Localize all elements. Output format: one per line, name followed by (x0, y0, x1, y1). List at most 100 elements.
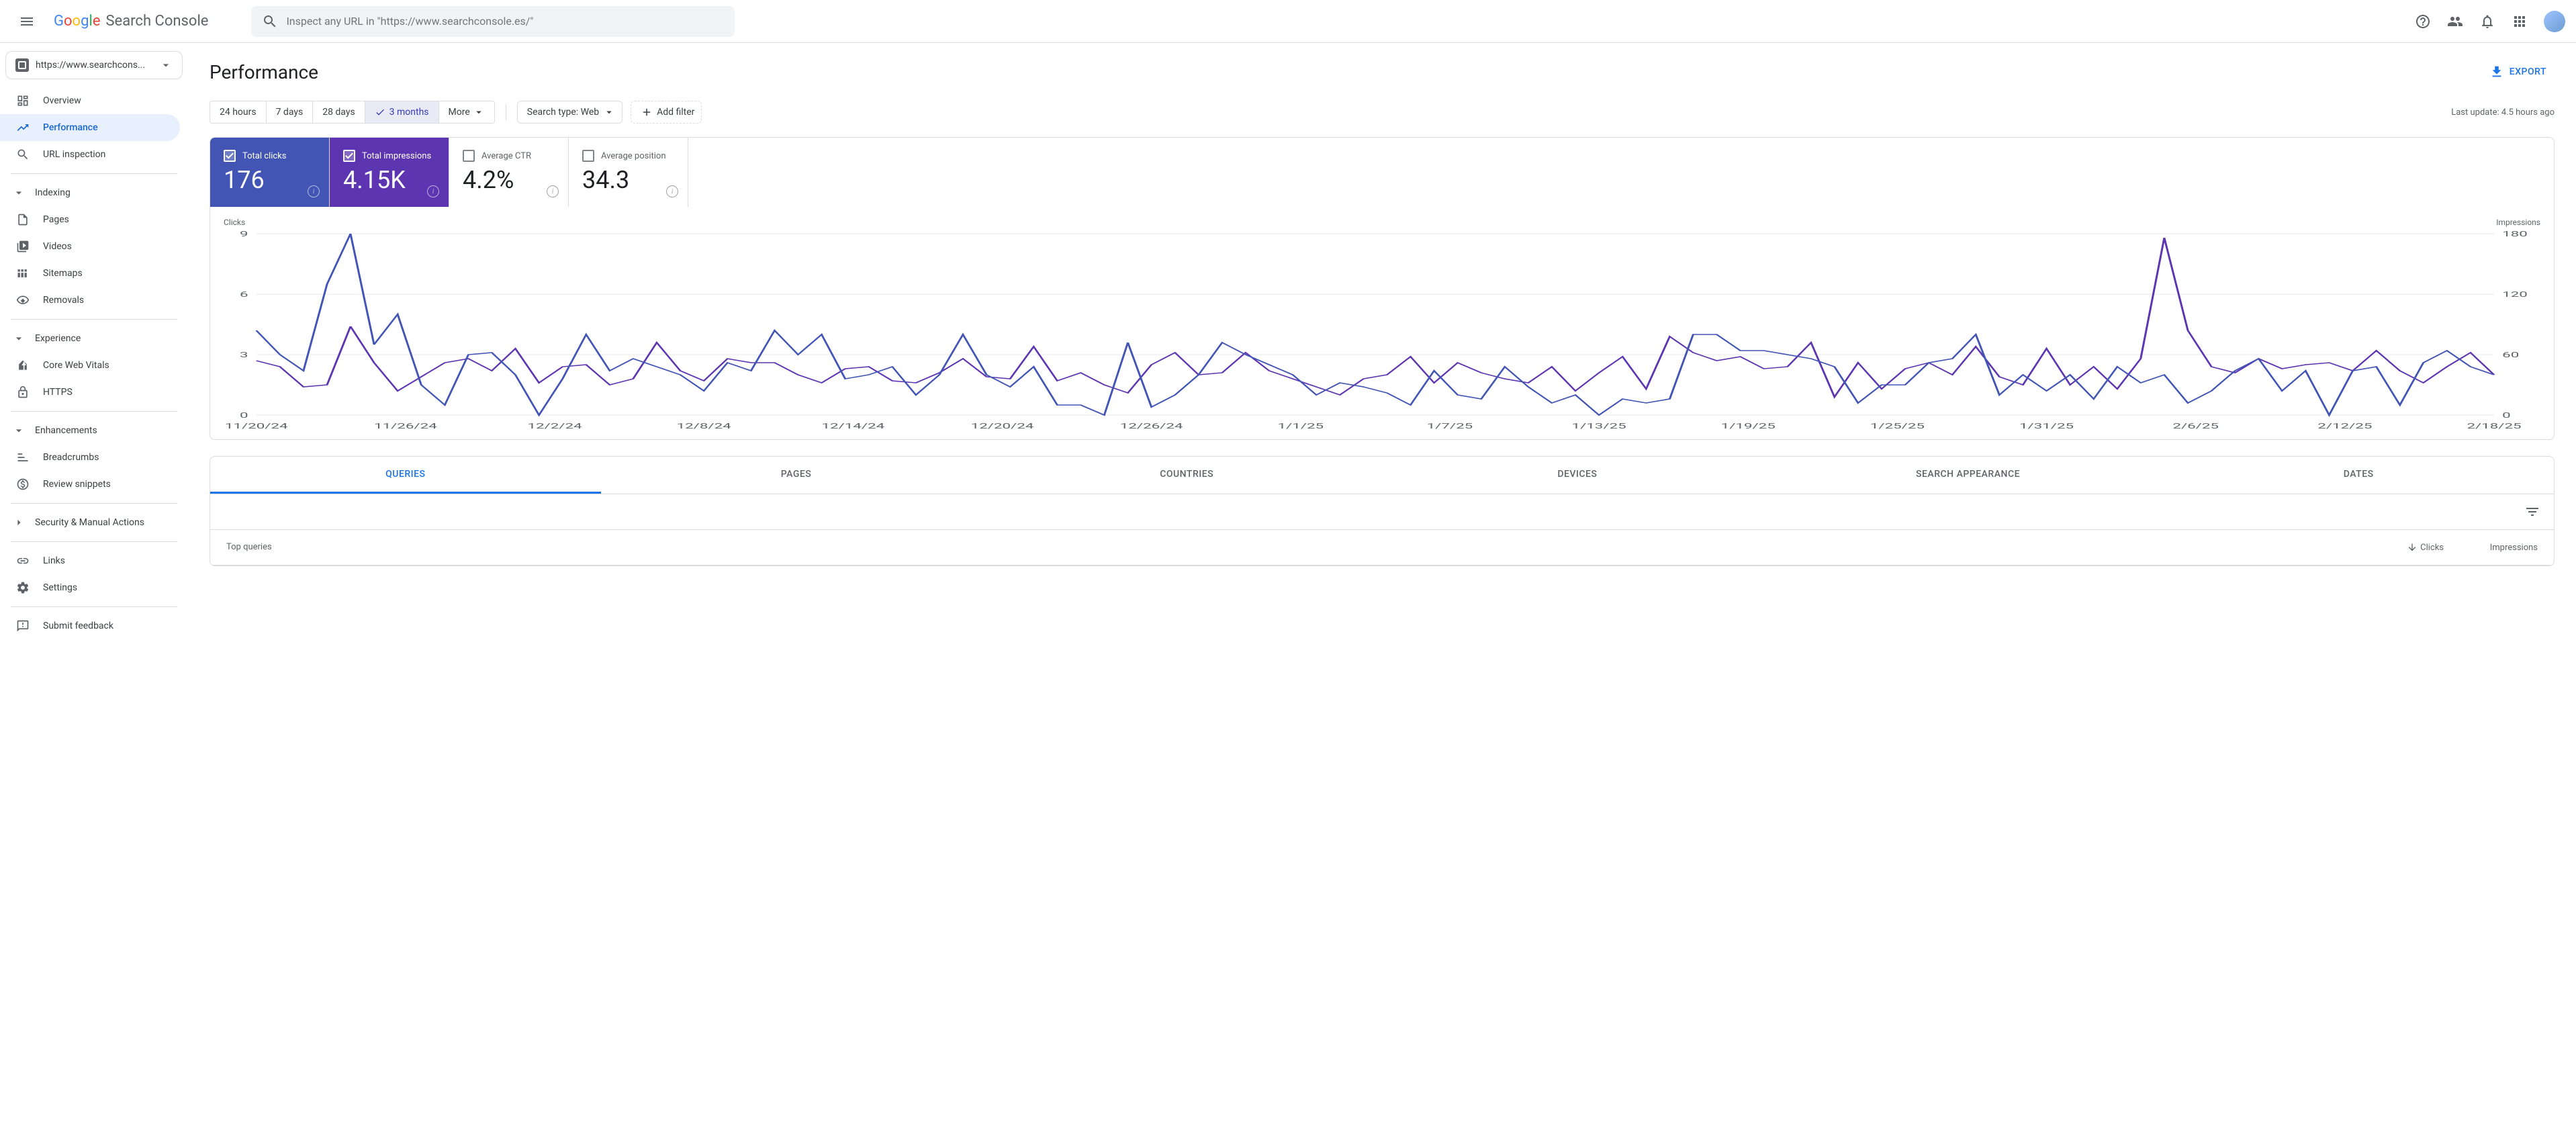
column-header-query: Top queries (226, 542, 2350, 553)
nav-settings[interactable]: Settings (0, 574, 180, 601)
review-icon (16, 478, 30, 491)
svg-text:12/26/24: 12/26/24 (1120, 422, 1183, 431)
nav-label: Submit feedback (43, 621, 113, 631)
metric-average-ctr[interactable]: Average CTR 4.2% i (449, 138, 569, 207)
nav-sitemaps[interactable]: Sitemaps (0, 260, 180, 287)
nav-submit-feedback[interactable]: Submit feedback (0, 613, 180, 639)
svg-text:0: 0 (2502, 412, 2511, 420)
column-header-impressions[interactable]: Impressions (2444, 542, 2538, 553)
nav-label: URL inspection (43, 149, 105, 160)
info-icon[interactable]: i (547, 185, 559, 197)
checkbox-checked-icon (343, 150, 355, 162)
nav-videos[interactable]: Videos (0, 233, 180, 260)
header-actions (2409, 8, 2565, 35)
nav-breadcrumbs[interactable]: Breadcrumbs (0, 444, 180, 471)
svg-text:1/31/25: 1/31/25 (2019, 422, 2074, 431)
segment-3m[interactable]: 3 months (365, 101, 439, 123)
metric-total-clicks[interactable]: Total clicks 176 i (210, 138, 330, 207)
nav-url-inspection[interactable]: URL inspection (0, 141, 180, 168)
nav-section-experience[interactable]: Experience (0, 325, 188, 352)
tab-search-appearance[interactable]: SEARCH APPEARANCE (1773, 457, 2164, 494)
segment-label: 3 months (389, 107, 429, 118)
chart-axis-titles: Clicks Impressions (224, 218, 2540, 227)
nav-section-enhancements[interactable]: Enhancements (0, 417, 188, 444)
nav-pages[interactable]: Pages (0, 206, 180, 233)
info-icon[interactable]: i (427, 185, 439, 197)
nav-section-security[interactable]: Security & Manual Actions (0, 509, 188, 536)
search-type-chip[interactable]: Search type: Web (517, 101, 623, 124)
users-button[interactable] (2442, 8, 2469, 35)
url-inspect-input[interactable] (251, 6, 735, 37)
nav-core-web-vitals[interactable]: Core Web Vitals (0, 352, 180, 379)
page-header: Performance EXPORT (210, 59, 2555, 85)
tab-queries[interactable]: QUERIES (210, 457, 601, 494)
tab-countries[interactable]: COUNTRIES (991, 457, 1382, 494)
divider (11, 319, 177, 320)
nav-label: Core Web Vitals (43, 360, 109, 371)
export-button[interactable]: EXPORT (2481, 59, 2555, 85)
property-selector[interactable]: https://www.searchcons... (5, 51, 183, 79)
segment-more[interactable]: More (439, 101, 494, 123)
info-icon[interactable]: i (308, 185, 320, 197)
date-range-segments: 24 hours 7 days 28 days 3 months More (210, 101, 495, 124)
svg-text:9: 9 (240, 230, 248, 239)
column-label: Clicks (2420, 543, 2444, 553)
sidebar: https://www.searchcons... Overview Perfo… (0, 43, 188, 1123)
nav-label: Videos (43, 241, 72, 252)
main-menu-button[interactable] (11, 5, 43, 38)
chevron-down-icon (12, 186, 26, 199)
dimension-tabs: QUERIES PAGES COUNTRIES DEVICES SEARCH A… (210, 457, 2554, 494)
svg-text:3: 3 (240, 351, 248, 360)
column-header-clicks[interactable]: Clicks (2350, 542, 2444, 553)
notifications-button[interactable] (2474, 8, 2501, 35)
sort-descending-icon (2407, 542, 2418, 553)
nav-links[interactable]: Links (0, 547, 180, 574)
tab-devices[interactable]: DEVICES (1382, 457, 1773, 494)
segment-28d[interactable]: 28 days (313, 101, 365, 123)
metric-value: 176 (224, 166, 316, 195)
filter-table-button[interactable] (2524, 504, 2540, 520)
line-chart[interactable]: 003606120918011/20/2411/26/2412/2/2412/8… (224, 230, 2540, 431)
app-header: Google Search Console (0, 0, 2576, 43)
property-url: https://www.searchcons... (36, 60, 152, 71)
metric-checkbox-row: Average position (582, 150, 674, 162)
svg-text:12/2/24: 12/2/24 (527, 422, 582, 431)
nav-review-snippets[interactable]: Review snippets (0, 471, 180, 498)
svg-text:1/19/25: 1/19/25 (1721, 422, 1776, 431)
segment-24h[interactable]: 24 hours (210, 101, 267, 123)
metric-average-position[interactable]: Average position 34.3 i (569, 138, 688, 207)
nav-removals[interactable]: Removals (0, 287, 180, 314)
feedback-icon (16, 619, 30, 633)
nav-section-indexing[interactable]: Indexing (0, 179, 188, 206)
nav-overview[interactable]: Overview (0, 87, 180, 114)
checkbox-checked-icon (224, 150, 236, 162)
nav-label: Settings (43, 582, 77, 593)
nav-section-label: Security & Manual Actions (35, 517, 144, 528)
nav-performance[interactable]: Performance (0, 114, 180, 141)
info-icon[interactable]: i (666, 185, 678, 197)
svg-text:1/25/25: 1/25/25 (1870, 422, 1925, 431)
logo[interactable]: Google Search Console (54, 13, 208, 30)
chart-container: Clicks Impressions 003606120918011/20/24… (210, 207, 2554, 439)
performance-chart-card: Total clicks 176 i Total impressions 4.1… (210, 137, 2555, 440)
apps-button[interactable] (2506, 8, 2533, 35)
add-filter-button[interactable]: Add filter (631, 101, 702, 124)
segment-label: More (449, 107, 470, 118)
nav-section-label: Enhancements (35, 425, 97, 436)
nav-section-label: Indexing (35, 187, 71, 198)
tab-pages[interactable]: PAGES (601, 457, 992, 494)
gear-icon (16, 581, 30, 594)
performance-icon (16, 121, 30, 134)
nav-label: HTTPS (43, 387, 73, 398)
chip-label: Add filter (657, 107, 694, 118)
tab-dates[interactable]: DATES (2163, 457, 2554, 494)
chevron-down-icon (603, 106, 615, 118)
account-avatar[interactable] (2544, 11, 2565, 32)
metric-checkbox-row: Total clicks (224, 150, 316, 162)
nav-https[interactable]: HTTPS (0, 379, 180, 406)
help-button[interactable] (2409, 8, 2436, 35)
plus-icon (641, 106, 653, 118)
svg-text:2/18/25: 2/18/25 (2467, 422, 2521, 431)
metric-total-impressions[interactable]: Total impressions 4.15K i (330, 138, 449, 207)
segment-7d[interactable]: 7 days (267, 101, 314, 123)
